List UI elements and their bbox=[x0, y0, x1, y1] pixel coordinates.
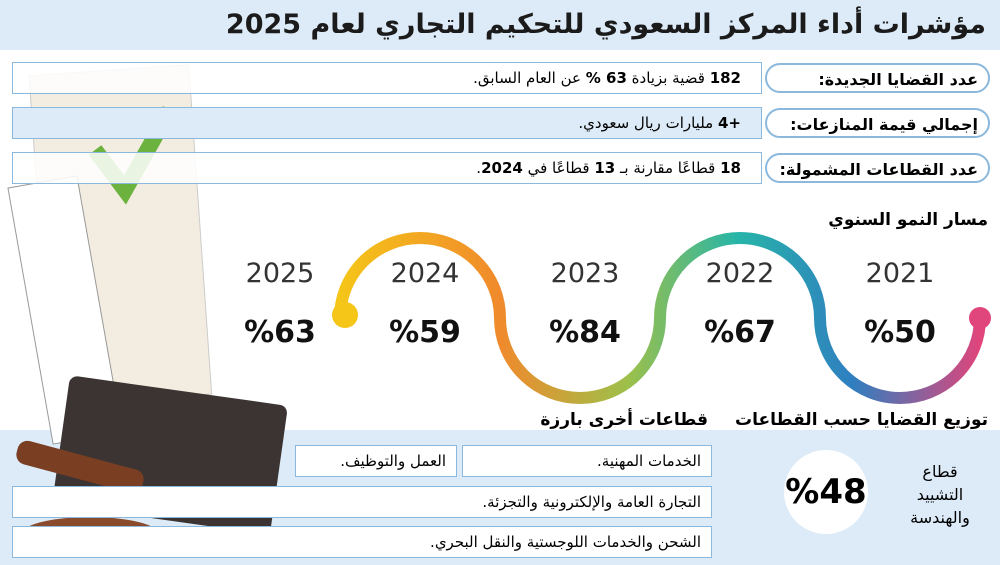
year: 2023 bbox=[550, 258, 620, 289]
percent: %84 bbox=[549, 315, 621, 350]
stat-text: 13 bbox=[594, 159, 616, 177]
stat-value: 182 قضية بزيادة 63 % عن العام السابق. bbox=[12, 62, 762, 94]
percent: %67 bbox=[704, 315, 776, 350]
others-title: قطاعات أخرى بارزة bbox=[540, 410, 708, 430]
stat-label: عدد القضايا الجديدة: bbox=[765, 63, 990, 93]
stat-value: 18 قطاعًا مقارنة بـ 13 قطاعًا في 2024. bbox=[12, 152, 762, 184]
stat-text: . bbox=[476, 159, 482, 177]
stat-text: 63 % bbox=[585, 69, 627, 87]
percent: %59 bbox=[389, 315, 461, 350]
stat-text: مليارات ريال سعودي. bbox=[578, 114, 718, 132]
stat-text: قطاعًا مقارنة بـ bbox=[615, 159, 721, 177]
stat-text: 182 bbox=[709, 69, 741, 87]
main-name: قطاع bbox=[922, 462, 958, 481]
year: 2022 bbox=[705, 258, 775, 289]
percent: %63 bbox=[244, 315, 316, 350]
path-end bbox=[969, 307, 991, 329]
stat-text: قضية بزيادة bbox=[626, 69, 710, 87]
percent: %50 bbox=[864, 315, 936, 350]
stat-text: عن العام السابق. bbox=[473, 69, 586, 87]
stat-text: 18 bbox=[720, 159, 741, 177]
distribution-title: توزيع القضايا حسب القطاعات bbox=[735, 410, 988, 430]
path-start bbox=[332, 302, 358, 328]
stat-text: قطاعًا في bbox=[522, 159, 595, 177]
sector-item: الخدمات المهنية. bbox=[462, 445, 712, 477]
gavel bbox=[16, 440, 144, 494]
stat-label: إجمالي قيمة المنازعات: bbox=[765, 108, 990, 138]
growth-title: مسار النمو السنوي bbox=[828, 210, 988, 230]
title: مؤشرات أداء المركز السعودي للتحكيم التجا… bbox=[0, 0, 1000, 50]
stat-value: +4 مليارات ريال سعودي. bbox=[12, 107, 762, 139]
main-name: والهندسة bbox=[910, 508, 970, 527]
growth-path bbox=[334, 232, 986, 404]
stat-text: 2024 bbox=[481, 159, 523, 177]
sector-item: التجارة العامة والإلكترونية والتجزئة. bbox=[12, 486, 712, 518]
main-value: %48 bbox=[785, 472, 867, 512]
stat-text: +4 bbox=[717, 114, 741, 132]
stat-label: عدد القطاعات المشمولة: bbox=[765, 153, 990, 183]
year: 2024 bbox=[390, 258, 460, 289]
year: 2025 bbox=[245, 258, 315, 289]
year: 2021 bbox=[865, 258, 935, 289]
sector-circle bbox=[784, 450, 868, 534]
main-name: التشييد bbox=[916, 485, 964, 504]
sector-item: العمل والتوظيف. bbox=[295, 445, 457, 477]
sector-item: الشحن والخدمات اللوجستية والنقل البحري. bbox=[12, 526, 712, 558]
